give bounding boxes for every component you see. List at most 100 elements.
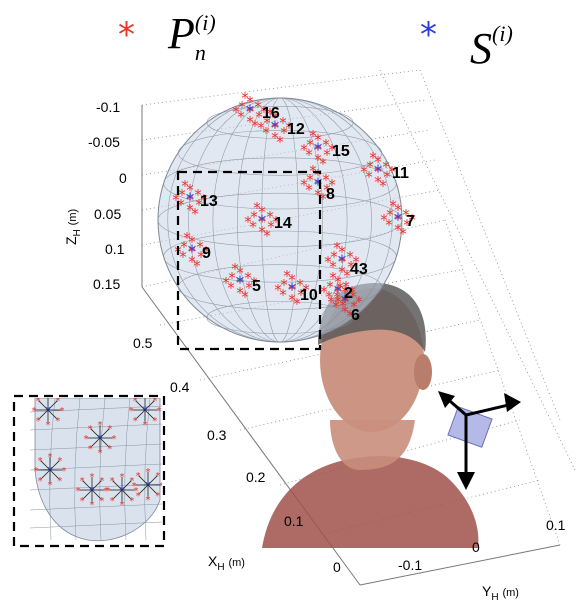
red-star-icon: * bbox=[334, 293, 342, 311]
red-star-icon: * bbox=[104, 486, 109, 497]
red-star-icon: * bbox=[341, 293, 349, 311]
red-star-icon: * bbox=[80, 496, 85, 507]
red-star-icon: * bbox=[306, 136, 314, 154]
point-label: 16 bbox=[262, 105, 280, 122]
inset-point: ********* bbox=[106, 472, 139, 511]
y-axis-label: YH (m) bbox=[482, 583, 519, 601]
red-star-icon: * bbox=[408, 211, 416, 229]
legend-s-sup: (i) bbox=[492, 21, 513, 46]
grid-line bbox=[444, 219, 561, 546]
red-star-icon: * bbox=[133, 396, 138, 407]
red-star-icon: * bbox=[196, 238, 204, 256]
z-axis-label: ZH (m) bbox=[63, 209, 83, 245]
red-star-icon: * bbox=[120, 472, 125, 483]
red-star-icon: * bbox=[246, 93, 254, 111]
red-star-icon: * bbox=[146, 467, 151, 478]
red-star-icon: * bbox=[338, 243, 346, 261]
red-star-icon: * bbox=[160, 481, 165, 492]
point-label: 12 bbox=[287, 121, 305, 138]
blue-star-icon: * bbox=[334, 282, 343, 302]
red-star-icon: * bbox=[288, 271, 296, 289]
red-star-icon: * bbox=[330, 248, 338, 266]
red-star-icon: * bbox=[341, 283, 349, 301]
device-arrowhead-z bbox=[457, 472, 475, 490]
red-star-icon: * bbox=[323, 181, 331, 199]
inset-ray bbox=[90, 437, 101, 448]
point-label: 13 bbox=[200, 193, 218, 210]
blue-star-icon: * bbox=[341, 292, 350, 312]
blue-star-icon: * bbox=[45, 404, 51, 417]
point-label: 5 bbox=[252, 278, 261, 295]
red-star-icon: * bbox=[394, 221, 402, 239]
red-star-icon: * bbox=[38, 476, 43, 487]
red-star-icon: * bbox=[253, 199, 261, 217]
red-star-icon: * bbox=[232, 103, 240, 121]
red-star-icon: * bbox=[333, 288, 341, 306]
red-star-icon: * bbox=[194, 186, 202, 204]
sphere-latitude bbox=[206, 105, 354, 139]
y-axis-ticks: -0.1 0 0.1 bbox=[398, 517, 566, 573]
red-star-icon: * bbox=[394, 201, 402, 219]
inset-ray bbox=[121, 480, 132, 491]
red-star-icon: * bbox=[260, 103, 268, 121]
red-star-icon: * bbox=[90, 472, 95, 483]
red-star-icon: * bbox=[62, 466, 67, 477]
red-star-icon: * bbox=[38, 456, 43, 467]
inset-grid-line bbox=[29, 503, 162, 511]
red-star-icon: * bbox=[365, 168, 373, 186]
red-star-icon: * bbox=[341, 303, 349, 321]
red-star-icon: * bbox=[136, 491, 141, 502]
point-label: 6 bbox=[351, 307, 360, 324]
measurement-point: ** ** **** **** bbox=[174, 229, 210, 275]
red-star-icon: * bbox=[336, 279, 344, 297]
measurement-point: ** ** **** **** bbox=[232, 89, 268, 135]
legend-symbol-p: P (i) n bbox=[168, 10, 216, 65]
measurement-point: ** ** **** **** bbox=[320, 269, 356, 315]
blue-star-icon: * bbox=[258, 212, 267, 232]
sphere-latitude bbox=[177, 130, 383, 176]
inset-ray bbox=[99, 437, 110, 448]
red-star-icon: * bbox=[369, 149, 377, 167]
point-label: 15 bbox=[332, 143, 350, 160]
red-star-icon: * bbox=[334, 273, 342, 291]
red-star-icon: * bbox=[350, 298, 358, 316]
y-tick-label: 0 bbox=[472, 539, 480, 555]
inset-ray bbox=[147, 484, 158, 495]
inset-point: ********* bbox=[132, 467, 165, 506]
blue-star-icon: * bbox=[271, 118, 280, 138]
inset-ray bbox=[112, 489, 123, 500]
x-tick-label: 0.3 bbox=[207, 427, 227, 443]
measurement-point: ** ** **** **** bbox=[327, 279, 363, 325]
red-star-icon: * bbox=[385, 216, 393, 234]
red-star-icon: * bbox=[380, 211, 388, 229]
red-star-icon: * bbox=[355, 293, 363, 311]
red-star-icon: * bbox=[329, 269, 337, 287]
red-star-icon: * bbox=[143, 392, 148, 403]
sphere-latitude bbox=[206, 301, 354, 335]
inset-grid-line bbox=[29, 463, 162, 471]
inset-point: ********* bbox=[32, 398, 65, 431]
sphere-latitude bbox=[163, 157, 397, 210]
red-star-icon: * bbox=[250, 274, 258, 292]
measurement-point: ** ** **** **** bbox=[324, 239, 360, 285]
red-star-icon: * bbox=[155, 491, 160, 502]
blue-star-icon: * bbox=[288, 280, 297, 300]
red-star-icon: * bbox=[258, 213, 266, 231]
red-star-icon: * bbox=[238, 98, 246, 116]
red-star-icon: * bbox=[48, 480, 53, 491]
zoom-box bbox=[176, 170, 322, 351]
inset-ray bbox=[90, 428, 101, 439]
red-star-icon: * bbox=[246, 113, 254, 131]
red-star-icon: * bbox=[181, 177, 189, 195]
red-star-icon: * bbox=[236, 274, 244, 292]
z-tick-label: 0.1 bbox=[105, 241, 125, 257]
ear-shape bbox=[414, 354, 432, 390]
red-star-icon: * bbox=[328, 141, 336, 159]
red-star-icon: * bbox=[329, 258, 337, 276]
x-tick-label: 0.2 bbox=[246, 469, 266, 485]
point-label: 14 bbox=[274, 215, 292, 232]
red-star-icon: * bbox=[146, 495, 151, 506]
red-star-icon: * bbox=[288, 291, 296, 309]
red-star-icon: * bbox=[152, 416, 157, 427]
red-star-icon: * bbox=[183, 229, 191, 247]
